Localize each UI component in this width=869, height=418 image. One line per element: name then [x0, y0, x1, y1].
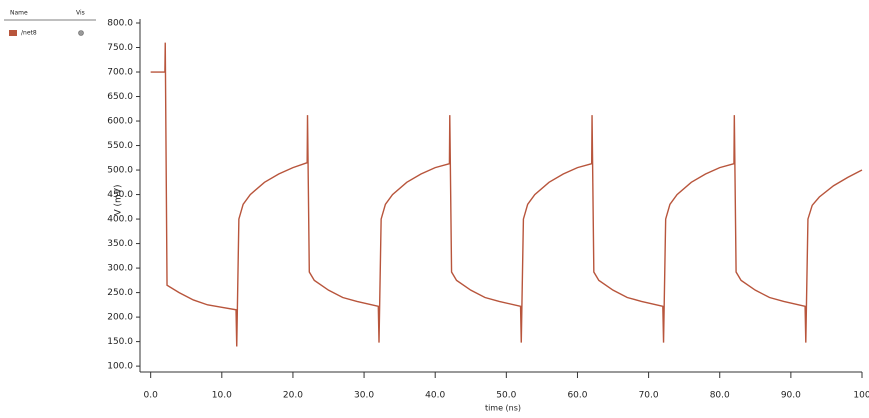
x-tick-label: 100	[853, 391, 869, 401]
y-tick-label: 450.0	[107, 190, 133, 200]
x-tick-label: 60.0	[567, 391, 587, 401]
x-tick-label: 80.0	[710, 391, 730, 401]
y-tick-label: 500.0	[107, 166, 133, 176]
x-axis-label: time (ns)	[485, 404, 521, 413]
x-tick-label: 10.0	[212, 391, 232, 401]
y-tick-label: 100.0	[107, 362, 133, 372]
x-tick-label: 30.0	[354, 391, 374, 401]
x-tick-label: 0.0	[144, 391, 159, 401]
visibility-toggle[interactable]	[78, 30, 84, 36]
y-tick-label: 650.0	[107, 92, 133, 102]
legend-swatch	[9, 30, 17, 36]
y-tick-label: 750.0	[107, 43, 133, 53]
y-tick-label: 700.0	[107, 68, 133, 78]
y-tick-label: 600.0	[107, 117, 133, 127]
signal-trace	[150, 42, 863, 347]
x-tick-label: 90.0	[781, 391, 801, 401]
x-tick-label: 40.0	[425, 391, 445, 401]
y-axis-label: V (mV)	[114, 185, 124, 216]
x-tick-label: 20.0	[283, 391, 303, 401]
legend-header-vis: Vis	[76, 10, 85, 17]
y-tick-label: 550.0	[107, 141, 133, 151]
y-tick-label: 800.0	[107, 19, 133, 29]
y-tick-label: 200.0	[107, 313, 133, 323]
legend-label: /net8	[21, 30, 37, 37]
y-tick-label: 350.0	[107, 239, 133, 249]
legend-header-name: Name	[10, 10, 28, 17]
x-tick-label: 50.0	[496, 391, 516, 401]
x-tick-label: 70.0	[639, 391, 659, 401]
y-tick-label: 150.0	[107, 337, 133, 347]
y-tick-label: 300.0	[107, 264, 133, 274]
y-tick-label: 250.0	[107, 288, 133, 298]
y-tick-label: 400.0	[107, 215, 133, 225]
